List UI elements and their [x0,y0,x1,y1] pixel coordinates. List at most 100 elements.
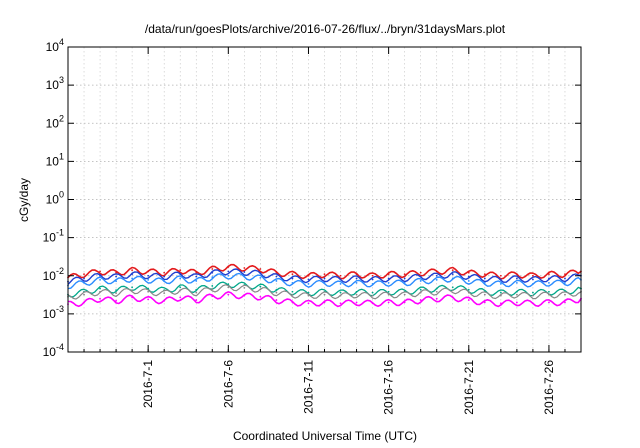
data-point [243,267,246,269]
data-point [307,302,310,305]
data-point [275,271,278,274]
data-point [227,283,230,286]
data-point [564,273,566,276]
data-point [451,289,454,292]
data-point [403,301,406,304]
data-point [467,299,470,301]
data-point [371,278,374,281]
data-point [179,289,182,292]
y-tick-label: 101 [46,151,64,168]
data-point [163,271,166,274]
data-point [355,277,358,280]
data-point [339,294,342,297]
data-point [147,290,150,293]
data-point [515,293,518,296]
data-point [131,273,134,276]
data-point [339,291,342,294]
y-tick-label: 10-2 [43,266,64,283]
y-tick-label: 104 [46,37,64,54]
data-point [499,302,502,305]
data-point [499,278,502,281]
x-tick-label: 2016-7-21 [462,360,476,415]
data-point [131,296,134,299]
data-point [83,277,85,280]
data-point [548,293,550,296]
x-tick-label: 2016-7-6 [221,360,235,408]
data-point [435,287,438,290]
data-point [291,273,294,276]
data-point [499,283,502,285]
data-point [403,273,406,276]
data-point [355,293,358,296]
data-point [499,294,502,297]
data-point [211,285,214,287]
data-point [275,280,278,282]
data-point [483,301,486,304]
data-point [419,280,422,282]
data-point [419,271,422,274]
data-point [483,277,486,280]
data-point [403,281,406,284]
data-point [483,281,486,284]
y-axis-label: cGy/day [17,178,31,222]
data-point [435,278,438,281]
series-line [68,291,582,308]
data-point [259,272,262,275]
y-tick-label: 10-1 [43,228,64,245]
data-point [243,294,246,297]
data-point [163,275,166,278]
data-point [323,281,326,284]
data-point [147,298,150,301]
data-point [467,288,470,291]
x-tick-label: 2016-7-16 [382,360,396,415]
data-point [243,271,246,273]
data-point [515,273,518,276]
series-layer [67,263,582,308]
data-point [83,301,85,304]
data-point [548,290,550,293]
data-point [419,288,422,291]
data-point [227,266,230,268]
data-point [179,286,182,289]
data-point [323,293,326,296]
data-point [259,285,262,288]
series-line [67,263,582,280]
data-point [115,299,117,302]
data-point [339,302,342,305]
data-point [275,288,278,291]
data-point [179,277,182,280]
data-point [163,292,166,295]
data-point [451,273,454,276]
data-point [515,281,518,284]
x-tick-label: 2016-7-26 [542,360,556,415]
data-point [515,277,518,280]
data-point [564,281,566,284]
data-point [419,299,422,301]
data-point [131,289,134,292]
data-point [371,294,374,297]
data-point [83,293,85,296]
data-point [451,296,454,299]
data-point [548,273,550,276]
data-point [83,273,85,276]
data-point [467,291,470,294]
data-point [483,273,486,276]
data-point [211,276,214,279]
data-point [483,293,486,296]
data-point [548,301,550,304]
data-point [467,271,470,274]
data-point [291,301,294,304]
data-point [532,302,534,305]
data-point [163,299,166,302]
data-point [451,286,454,289]
data-point [387,277,390,280]
data-point [227,293,230,296]
data-point [211,271,214,274]
data-point [307,274,310,277]
data-point [435,290,438,293]
series-line [67,268,582,285]
data-point [532,278,534,281]
data-point [499,274,502,277]
data-point [179,273,182,276]
